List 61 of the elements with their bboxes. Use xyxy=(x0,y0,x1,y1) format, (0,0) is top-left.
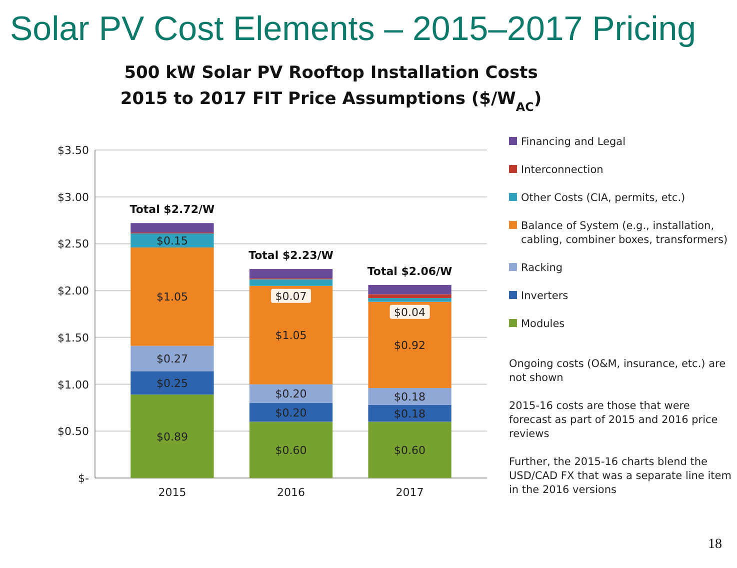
legend-label: Financing and Legal xyxy=(521,136,626,148)
text: 2015-16 costs are those that were forecast as part of 2015 and 2016 price reviews xyxy=(509,400,718,440)
bar xyxy=(249,269,333,278)
data-label: $0.60 xyxy=(275,444,307,457)
bar xyxy=(368,302,452,388)
bar xyxy=(249,384,333,404)
bar xyxy=(130,223,214,232)
total-label: Total $2.06/W xyxy=(367,264,452,278)
y-tick-label: $3.00 xyxy=(58,190,89,204)
y-tick-label: $1.50 xyxy=(58,331,89,344)
data-label: $0.60 xyxy=(394,444,426,457)
y-tick-label: $2.00 xyxy=(58,284,89,298)
data-label: $0.15 xyxy=(156,234,188,248)
data-label: $1.05 xyxy=(156,290,188,304)
data-label: $0.07 xyxy=(275,290,307,303)
text: Ongoing costs (O&M, insurance, etc.) are not shown xyxy=(509,358,726,384)
bar xyxy=(368,388,452,405)
bar xyxy=(130,394,214,478)
bar xyxy=(130,233,214,248)
x-tick-label: 2015 xyxy=(158,486,186,499)
bar xyxy=(368,284,452,294)
data-label: $0.27 xyxy=(156,352,188,366)
bar xyxy=(130,371,214,395)
chart-title: Solar PV Cost Elements – 2015–2017 Pricing xyxy=(10,10,696,48)
bar xyxy=(368,298,452,302)
y-tick-label: $2.50 xyxy=(58,238,89,251)
text: 18 xyxy=(708,537,722,552)
legend-label: Inverters xyxy=(521,290,568,302)
y-tick-label: $0.50 xyxy=(58,425,89,438)
text: Further, the 2015-16 charts blend the USD/CAD FX that was a separate line item in the 2016 versions xyxy=(509,456,732,496)
chart-subtitle: 500 kW Solar PV Rooftop Installation Costs 2015 to 2017 FIT Price Assumptions ($/W$_{AC}$) xyxy=(120,63,542,114)
data-label: $0.18 xyxy=(394,407,426,420)
bar xyxy=(249,279,333,286)
bar xyxy=(249,403,333,422)
bar xyxy=(249,422,333,478)
legend-label: Interconnection xyxy=(521,164,604,176)
bar xyxy=(130,247,214,346)
legend-label: Balance of System (e.g., installation, cabling, combiner boxes, transformers) xyxy=(521,220,728,246)
legend-label: Modules xyxy=(521,318,565,330)
data-label: $0.25 xyxy=(156,376,188,390)
data-label: $1.05 xyxy=(275,329,307,342)
total-label: Total $2.72/W xyxy=(130,203,215,216)
data-label: $0.20 xyxy=(275,406,307,420)
y-tick-label: $3.50 xyxy=(58,144,89,157)
data-label: $0.89 xyxy=(156,430,188,444)
y-tick-label: $1.00 xyxy=(58,378,89,392)
data-label: $0.04 xyxy=(394,306,426,319)
y-tick-label: $- xyxy=(78,472,90,485)
x-tick-label: 2017 xyxy=(396,486,424,499)
bar xyxy=(368,404,452,422)
x-tick-label: 2016 xyxy=(277,486,305,499)
data-label: $0.18 xyxy=(394,390,426,404)
bar xyxy=(130,346,214,372)
bar xyxy=(368,422,452,478)
data-label: $0.20 xyxy=(275,388,307,401)
bar xyxy=(249,286,333,384)
legend-label: Other Costs (CIA, permits, etc.) xyxy=(521,192,686,204)
data-label: $0.92 xyxy=(394,338,426,352)
bar xyxy=(368,294,452,298)
legend-label: Racking xyxy=(521,262,563,274)
total-label: Total $2.23/W xyxy=(248,249,334,262)
